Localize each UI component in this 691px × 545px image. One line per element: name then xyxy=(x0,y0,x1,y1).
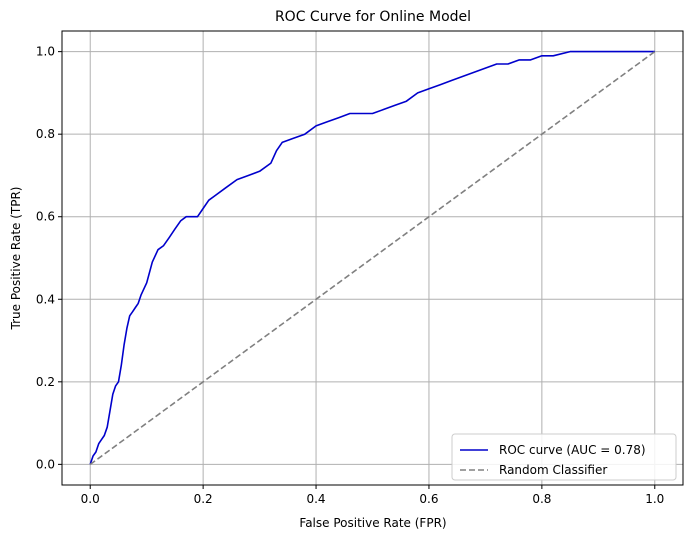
legend-box xyxy=(451,433,677,481)
chart-title: ROC Curve for Online Model xyxy=(275,9,471,25)
x-axis-label: False Positive Rate (FPR) xyxy=(299,516,446,530)
y-tick-label: 0.4 xyxy=(36,292,55,306)
legend-label-random: Random Classifier xyxy=(499,463,607,477)
y-tick-label: 0.6 xyxy=(36,210,55,224)
y-tick-label: 0.0 xyxy=(36,457,55,471)
roc-curve-line xyxy=(89,50,655,465)
x-tick-label: 0.2 xyxy=(194,492,213,506)
plot-frame xyxy=(61,30,684,486)
y-axis-label: True Positive Rate (TPR) xyxy=(9,187,23,331)
x-tick-label: 0.4 xyxy=(306,492,325,506)
plot-series xyxy=(89,50,656,466)
x-tick-label: 1.0 xyxy=(645,492,664,506)
y-tick-label: 0.8 xyxy=(36,127,55,141)
x-axis-ticks: 0.0 0.2 0.4 0.6 0.8 1.0 xyxy=(81,485,664,506)
grid xyxy=(62,31,683,485)
legend: ROC curve (AUC = 0.78) Random Classifier xyxy=(451,433,677,481)
x-tick-label: 0.6 xyxy=(419,492,438,506)
x-tick-label: 0.0 xyxy=(81,492,100,506)
x-tick-label: 0.8 xyxy=(532,492,551,506)
y-tick-label: 1.0 xyxy=(36,45,55,59)
y-tick-label: 0.2 xyxy=(36,375,55,389)
legend-label-roc: ROC curve (AUC = 0.78) xyxy=(499,443,646,457)
y-axis-ticks: 0.0 0.2 0.4 0.6 0.8 1.0 xyxy=(36,45,62,471)
